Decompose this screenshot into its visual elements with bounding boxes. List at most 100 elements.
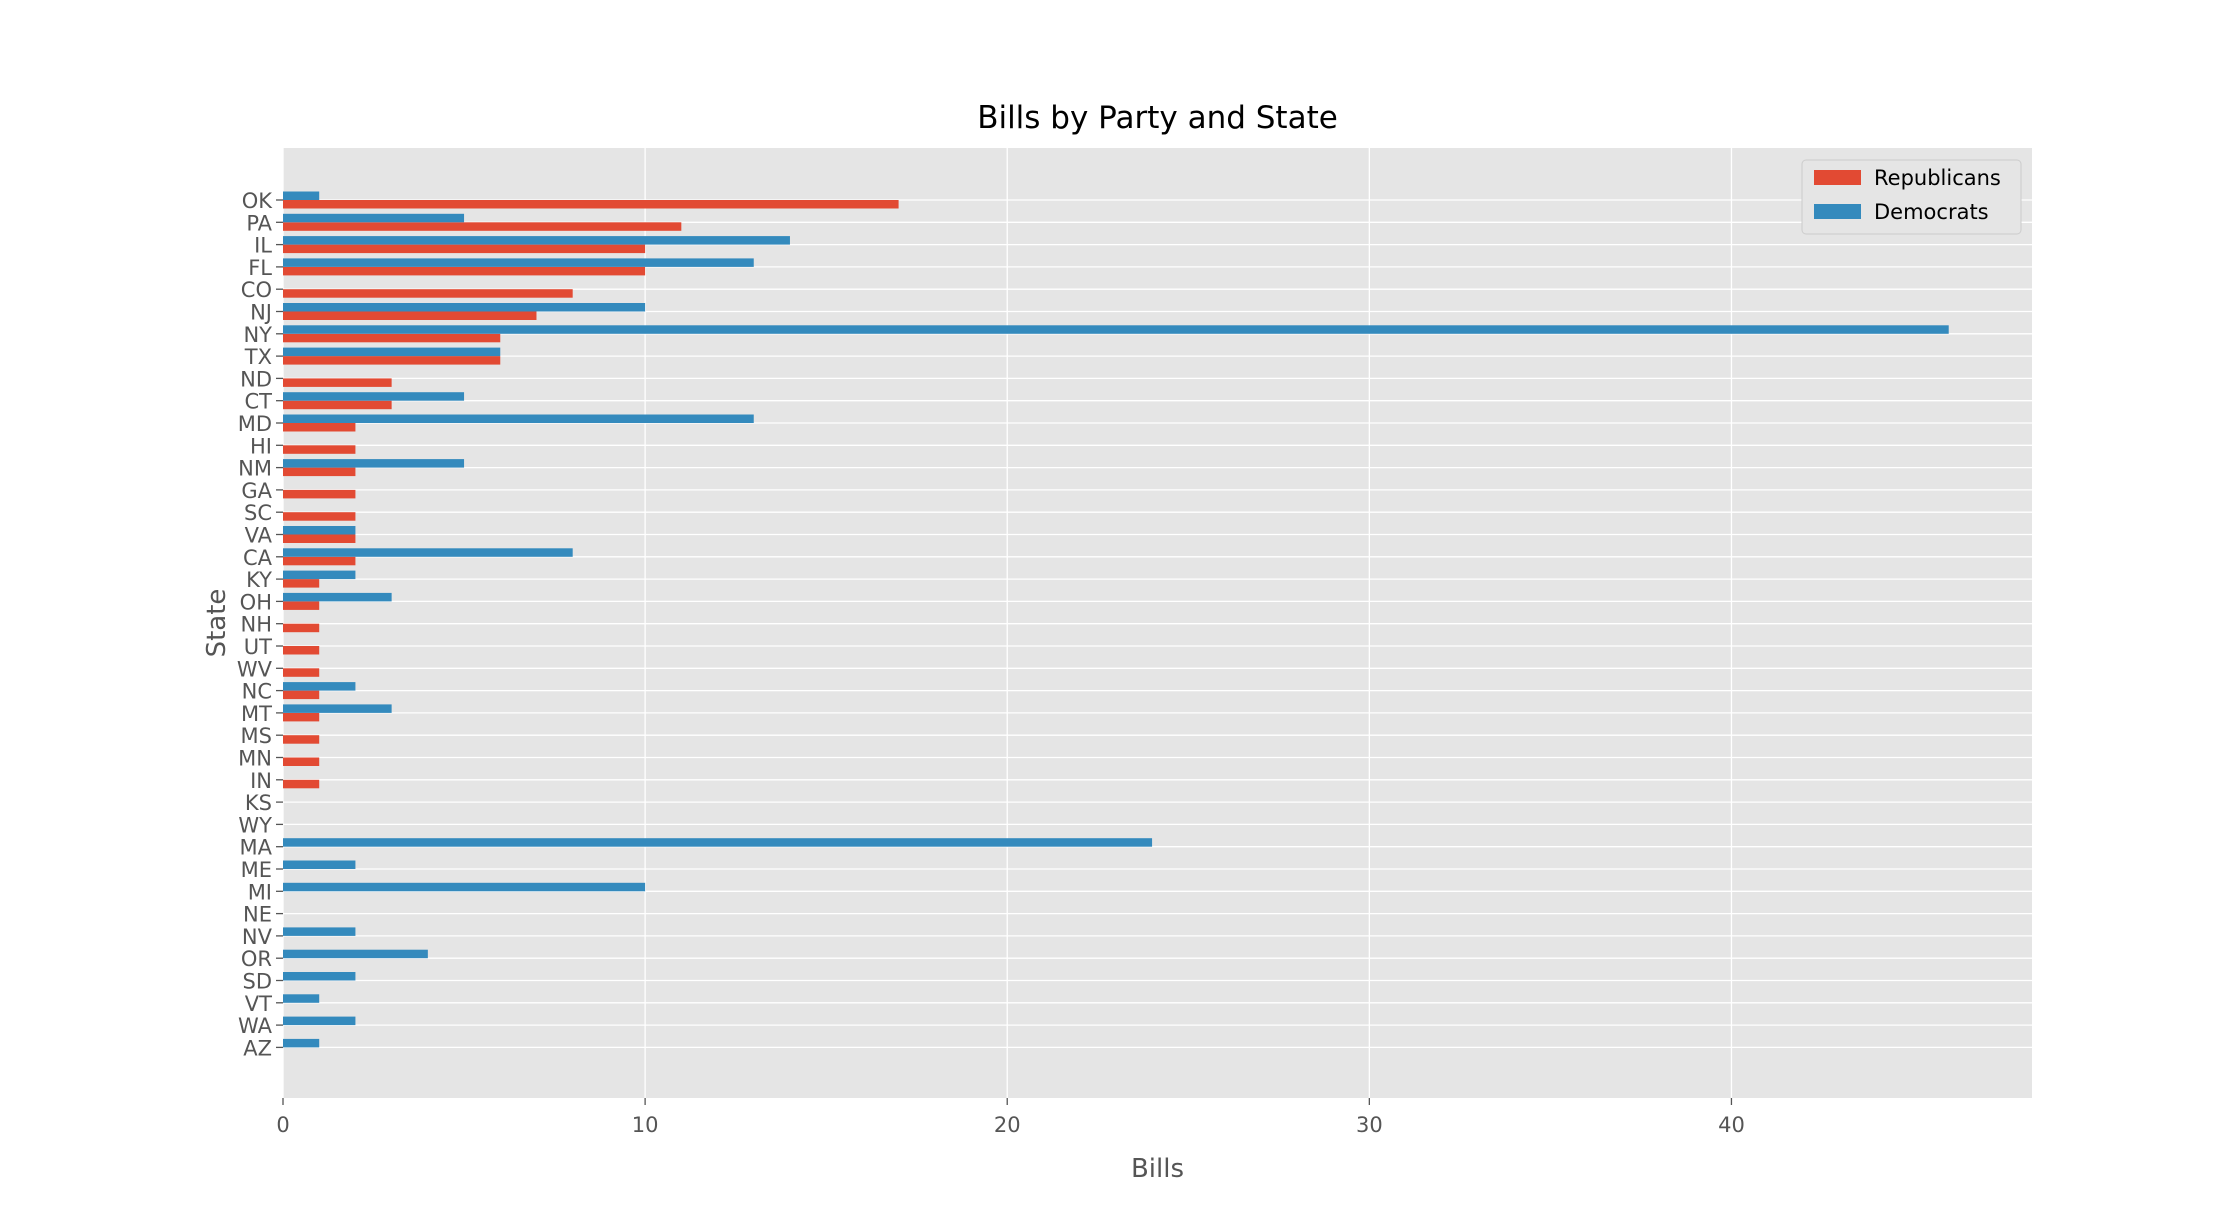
legend-label-democrats: Democrats [1874,200,1989,224]
y-tick-label-md: MD [238,412,272,436]
bar-republicans-nd [283,378,392,387]
y-tick-label-ks: KS [245,791,272,815]
bar-republicans-nh [283,623,320,633]
y-tick-label-in: IN [250,769,272,793]
bar-republicans-wv [283,668,320,677]
y-tick-label-pa: PA [246,211,272,235]
bar-republicans-ut [283,646,320,655]
bar-republicans-nc [283,690,320,700]
bar-democrats-nm [283,459,465,468]
x-tick-label: 0 [276,1113,289,1137]
y-tick-label-mn: MN [238,747,272,771]
bar-republicans-ny [283,333,501,343]
x-axis-label: Bills [1131,1154,1184,1184]
bar-republicans-fl [283,266,646,276]
x-tick-label: 40 [1718,1113,1745,1137]
bar-republicans-ca [283,556,356,566]
y-tick-label-vt: VT [245,992,272,1016]
bar-republicans-va [283,534,356,543]
y-tick-label-nc: NC [242,680,272,704]
bar-republicans-ga [283,489,356,499]
y-tick-label-nh: NH [241,613,273,637]
y-tick-label-ne: NE [243,903,272,927]
x-axis: 0 10 20 30 40 [276,1098,1745,1137]
legend-label-republicans: Republicans [1874,166,2001,190]
y-axis-label: State [202,589,232,658]
bar-republicans-nm [283,467,356,477]
bar-democrats-nv [283,927,356,936]
y-tick-label-wa: WA [238,1014,273,1038]
bar-republicans-sc [283,512,356,521]
y-tick-label-mt: MT [241,702,272,726]
bar-republicans-in [283,779,320,789]
y-tick-label-tx: TX [244,345,272,369]
bar-democrats-fl [283,258,754,267]
y-tick-label-hi: HI [250,434,272,458]
bar-republicans-il [283,244,646,254]
x-tick-label: 20 [994,1113,1021,1137]
bar-democrats-vt [283,994,320,1003]
y-tick-label-wy: WY [238,813,272,837]
y-tick-label-ca: CA [243,546,273,570]
y-tick-label-ok: OK [242,189,274,213]
bar-republicans-mn [283,757,320,766]
bar-democrats-wa [283,1016,356,1026]
y-tick-label-il: IL [254,234,272,258]
bar-democrats-az [283,1038,320,1048]
y-tick-label-nv: NV [242,925,273,949]
bar-republicans-hi [283,445,356,454]
bar-democrats-ct [283,392,465,401]
y-tick-label-me: ME [241,858,272,882]
y-tick-label-ma: MA [240,836,273,860]
bar-democrats-nj [283,303,646,312]
bar-republicans-ct [283,400,392,410]
bar-republicans-oh [283,601,320,610]
bar-republicans-ky [283,579,320,588]
bar-democrats-ny [283,325,1949,334]
bar-republicans-mt [283,712,320,722]
bar-democrats-ok [283,191,320,200]
y-tick-label-nj: NJ [250,301,272,325]
bar-democrats-il [283,236,790,245]
bar-democrats-nc [283,682,356,691]
y-tick-label-fl: FL [248,256,272,280]
legend-swatch-republicans [1814,170,1861,185]
bar-democrats-pa [283,213,465,223]
bar-republicans-md [283,423,356,432]
bar-democrats-mt [283,704,392,713]
y-tick-label-sd: SD [242,970,272,994]
y-tick-label-co: CO [241,278,272,302]
x-tick-label: 30 [1356,1113,1383,1137]
chart-title: Bills by Party and State [977,100,1338,136]
y-tick-label-mi: MI [248,880,272,904]
bar-republicans-pa [283,222,682,231]
x-tick-label: 10 [632,1113,659,1137]
y-tick-label-az: AZ [243,1036,272,1060]
bar-republicans-ok [283,200,899,209]
y-tick-label-wv: WV [237,657,273,681]
y-tick-label-sc: SC [244,501,272,525]
y-tick-label-nm: NM [238,457,272,481]
bar-republicans-tx [283,356,501,365]
y-tick-label-oh: OH [240,590,272,614]
y-tick-label-ct: CT [245,390,273,414]
y-tick-label-ga: GA [241,479,272,503]
bar-democrats-va [283,526,356,535]
y-tick-label-va: VA [245,524,273,548]
bar-republicans-ms [283,735,320,744]
bar-republicans-nj [283,311,537,320]
bar-democrats-tx [283,347,501,357]
bar-republicans-co [283,289,573,298]
bar-democrats-or [283,949,428,959]
y-tick-label-or: OR [241,947,272,971]
y-tick-label-nd: ND [240,367,272,391]
bar-democrats-oh [283,592,392,602]
bar-democrats-sd [283,972,356,981]
legend-swatch-democrats [1814,204,1861,219]
bars [283,191,1949,1048]
y-tick-label-ms: MS [241,724,272,748]
y-tick-label-ut: UT [244,635,272,659]
bar-democrats-ky [283,570,356,580]
y-tick-label-ky: KY [246,568,272,592]
